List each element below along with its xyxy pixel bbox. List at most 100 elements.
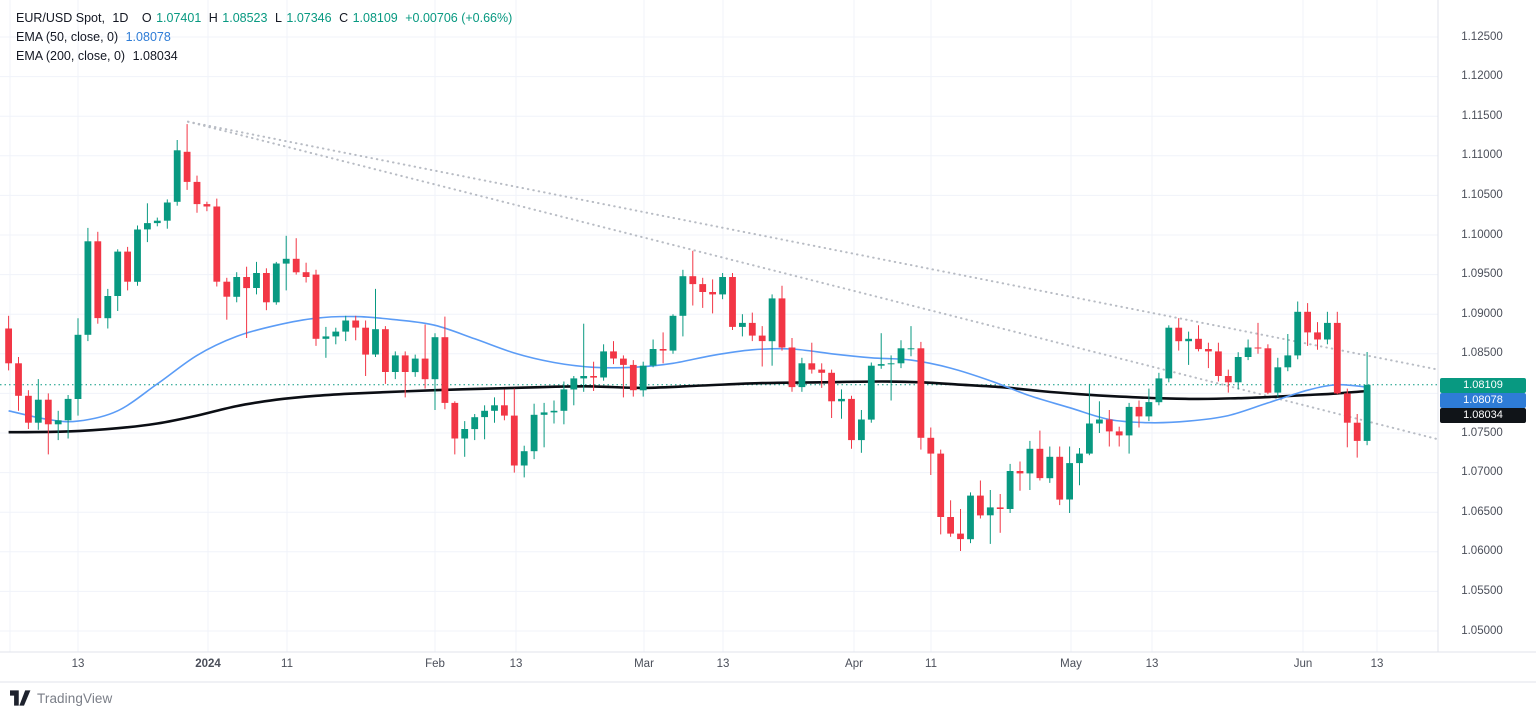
candle-body xyxy=(104,296,112,319)
candle-body xyxy=(421,358,429,380)
candle-body xyxy=(1274,367,1282,393)
candle-body xyxy=(481,410,488,418)
legend-ema50-row[interactable]: EMA (50, close, 0) 1.08078 xyxy=(16,28,516,47)
candle-body xyxy=(292,258,300,273)
candle-body xyxy=(312,274,320,339)
candle-body xyxy=(1284,355,1292,368)
candle-body xyxy=(570,378,578,390)
candle-body xyxy=(1056,456,1064,500)
candle-body xyxy=(669,315,677,351)
price-axis-label: 1.11000 xyxy=(1461,149,1503,162)
candle-body xyxy=(867,365,875,420)
candle-body xyxy=(1076,453,1083,464)
candle-body xyxy=(471,417,479,430)
candle-body xyxy=(679,276,687,316)
candle-body xyxy=(798,363,806,388)
candle-body xyxy=(818,369,826,373)
candle-body xyxy=(887,363,895,365)
candle-body xyxy=(501,405,508,416)
candle-body xyxy=(729,277,736,327)
candle-body xyxy=(34,399,42,423)
candle-body xyxy=(858,419,865,441)
legend-ohlc-row[interactable]: EUR/USD Spot, 1D O 1.07401 H 1.08523 L 1… xyxy=(16,9,516,28)
candle-body xyxy=(1215,351,1222,376)
interval-label[interactable]: 1D xyxy=(112,11,129,25)
high-letter: H xyxy=(208,11,218,25)
candle-body xyxy=(709,292,716,295)
legend-ema200-row[interactable]: EMA (200, close, 0) 1.08034 xyxy=(16,47,516,66)
candle-body xyxy=(917,348,925,438)
candle-body xyxy=(183,151,191,182)
candle-body xyxy=(590,376,597,378)
candle-body xyxy=(243,277,250,289)
candle-body xyxy=(1165,327,1173,379)
candle-body xyxy=(1155,378,1163,403)
candle-body xyxy=(689,276,697,285)
candle-body xyxy=(372,329,379,355)
dotted-trendline xyxy=(187,120,1439,441)
ema-50-line xyxy=(8,315,1368,424)
candle-body xyxy=(560,389,568,411)
candle-body xyxy=(649,349,657,366)
candle-body xyxy=(788,347,796,388)
time-axis-label: 2024 xyxy=(195,658,221,670)
open-value: 1.07401 xyxy=(156,11,202,25)
candle-body xyxy=(748,322,756,336)
candle-body xyxy=(1066,463,1073,500)
candle-body xyxy=(1234,357,1242,383)
candle-body xyxy=(1254,347,1262,349)
tradingview-watermark-label: TradingView xyxy=(37,690,113,706)
candle-body xyxy=(253,273,260,288)
candle-body xyxy=(639,365,647,391)
candle-body xyxy=(947,517,954,534)
price-axis-label: 1.07500 xyxy=(1461,426,1503,439)
candle-body xyxy=(382,329,389,372)
close-value: 1.08109 xyxy=(352,11,398,25)
candle-body xyxy=(272,263,280,303)
price-axis-label: 1.11500 xyxy=(1461,109,1503,122)
candle-body xyxy=(411,358,419,373)
candle-body xyxy=(838,398,845,402)
candle-body xyxy=(74,334,82,399)
low-value: 1.07346 xyxy=(286,11,332,25)
time-axis-label: Apr xyxy=(845,658,863,670)
time-axis-label: May xyxy=(1060,658,1082,670)
candle-body xyxy=(540,412,548,415)
candle-body xyxy=(342,320,350,332)
candle-body xyxy=(84,241,92,335)
time-axis-label: 13 xyxy=(509,658,523,670)
symbol-title: EUR/USD Spot, xyxy=(16,11,105,25)
price-axis-label: 1.10000 xyxy=(1461,228,1503,241)
price-axis-label: 1.06000 xyxy=(1461,545,1503,558)
candle-body xyxy=(1086,423,1093,454)
candle-body xyxy=(610,351,617,359)
price-axis-label: 1.07000 xyxy=(1461,466,1503,479)
candle-body xyxy=(1125,406,1133,436)
candle-body xyxy=(1224,376,1232,383)
candle-body xyxy=(322,336,330,339)
candle-body xyxy=(957,533,964,540)
candle-body xyxy=(699,284,707,292)
close-letter: C xyxy=(339,11,349,25)
candle-body xyxy=(213,206,221,282)
candle-body xyxy=(451,402,459,439)
candle-body xyxy=(1314,332,1321,340)
tradingview-attribution[interactable]: TradingView xyxy=(10,690,112,706)
candle-body xyxy=(768,298,776,342)
time-axis-label: Feb xyxy=(425,658,445,670)
candle-body xyxy=(124,251,131,282)
candle-body xyxy=(203,204,211,207)
candle-body xyxy=(758,335,766,342)
candle-body xyxy=(986,507,994,516)
ema200-label: EMA (200, close, 0) xyxy=(16,49,126,63)
candle-body xyxy=(1205,349,1212,352)
low-letter: L xyxy=(274,11,282,25)
candle-body xyxy=(5,328,12,364)
candle-body xyxy=(977,495,984,516)
candle-body xyxy=(362,327,369,355)
candle-body xyxy=(600,351,607,378)
candle-body xyxy=(263,273,270,303)
candle-body xyxy=(15,363,22,396)
candle-body xyxy=(1264,348,1272,393)
